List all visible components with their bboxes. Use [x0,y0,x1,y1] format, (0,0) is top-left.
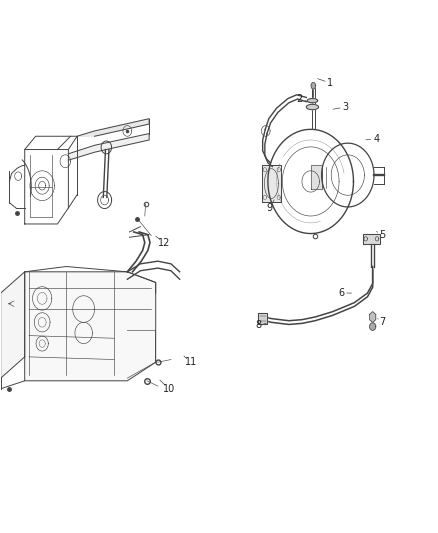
Polygon shape [262,165,282,201]
Polygon shape [307,99,318,103]
Polygon shape [25,272,155,381]
Polygon shape [370,323,376,330]
Polygon shape [363,233,380,244]
Polygon shape [258,313,267,324]
Polygon shape [306,104,318,110]
Text: 12: 12 [158,238,171,247]
Polygon shape [370,312,376,322]
Polygon shape [1,272,25,378]
Text: 5: 5 [380,230,386,240]
Text: 10: 10 [162,384,175,394]
Text: 11: 11 [184,357,197,367]
Text: 9: 9 [266,203,272,213]
Text: 4: 4 [373,134,379,144]
Text: 7: 7 [380,317,386,327]
Text: 6: 6 [338,288,344,298]
Text: 2: 2 [297,94,303,104]
Polygon shape [311,165,321,189]
Text: 8: 8 [255,320,261,330]
Polygon shape [68,134,149,160]
Polygon shape [77,119,149,136]
Text: 3: 3 [343,102,349,112]
Text: 1: 1 [327,78,333,88]
Polygon shape [311,83,315,89]
